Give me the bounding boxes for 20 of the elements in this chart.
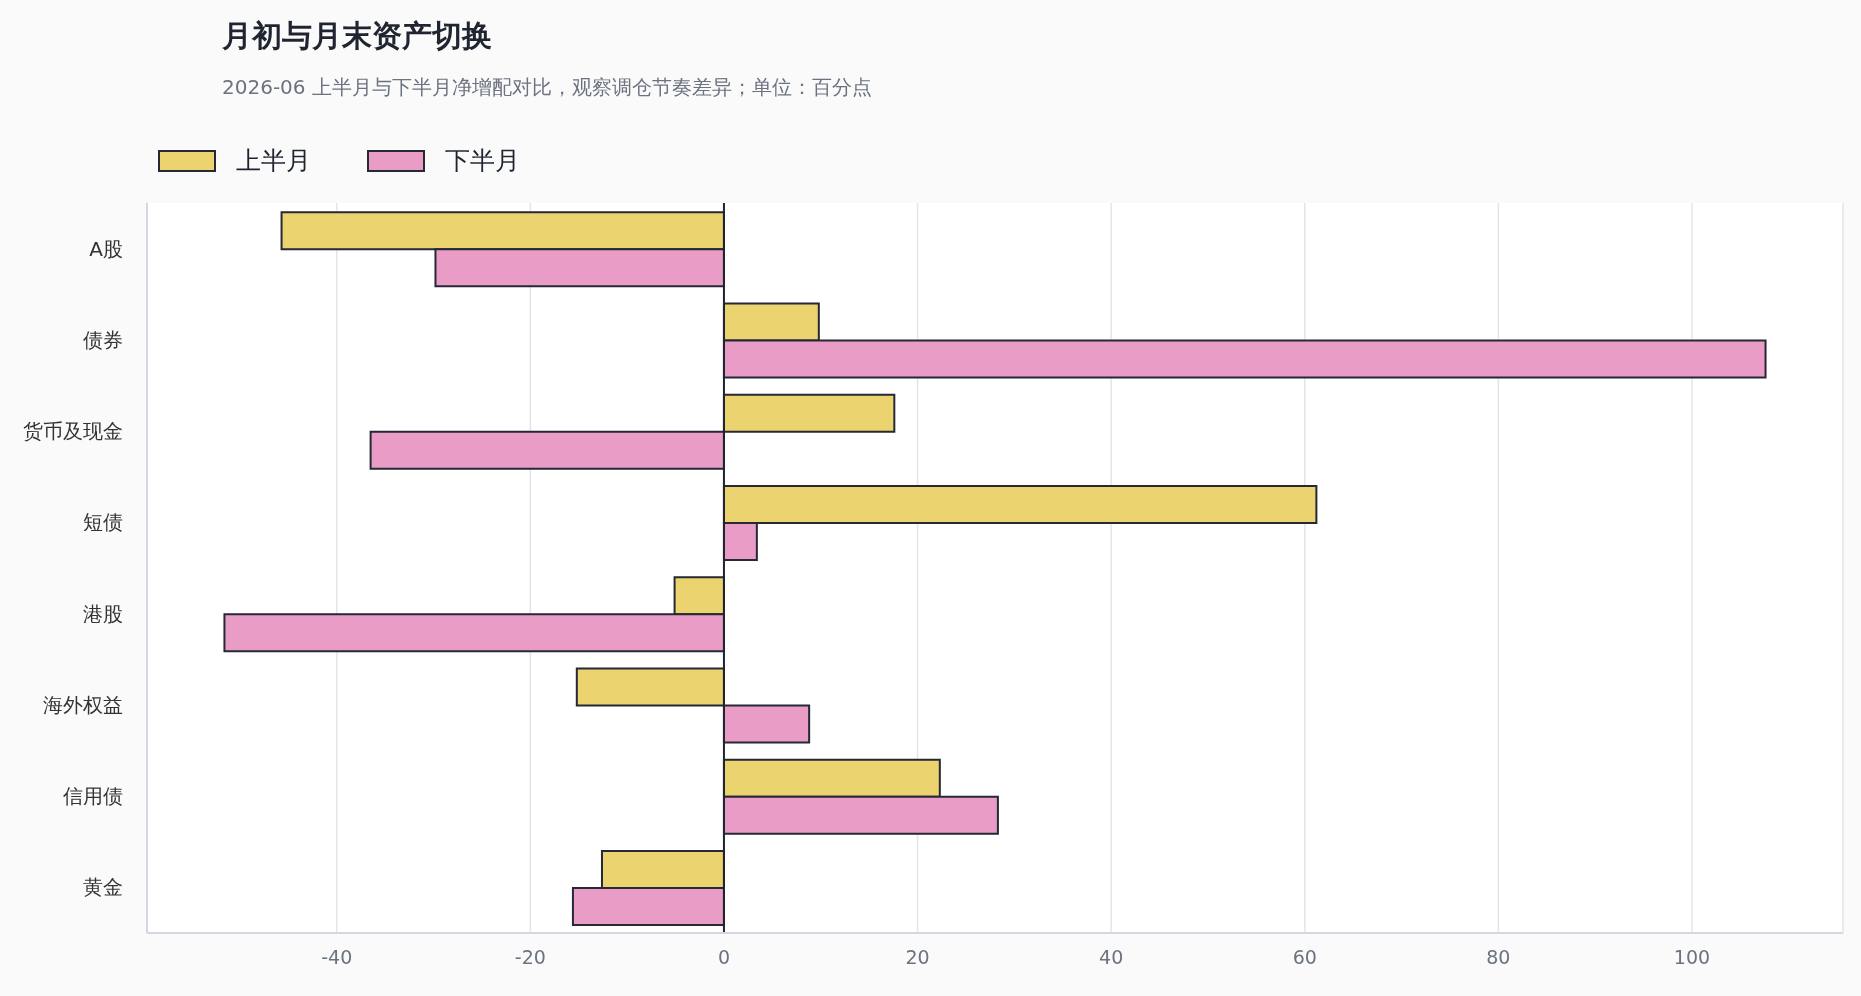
chart-subtitle: 2026-06 上半月与下半月净增配对比，观察调仓节奏差异；单位：百分点: [222, 74, 872, 101]
chart-title: 月初与月末资产切换: [222, 17, 492, 55]
y-tick-label: 债券: [83, 327, 123, 352]
x-tick-label: 40: [1099, 946, 1124, 969]
legend-label: 上半月: [236, 145, 311, 177]
y-tick-label: 短债: [83, 510, 123, 535]
y-tick-label: 港股: [83, 601, 123, 626]
y-tick-label: 信用债: [63, 784, 123, 809]
y-tick-label: 货币及现金: [23, 419, 123, 444]
x-tick-label: -20: [514, 946, 546, 969]
x-tick-label: 20: [905, 946, 930, 969]
y-tick-label: 黄金: [83, 875, 123, 900]
x-tick-label: -40: [321, 946, 353, 969]
y-tick-label: A股: [89, 236, 123, 261]
legend-label: 下半月: [445, 145, 520, 177]
x-tick-label: 80: [1486, 946, 1511, 969]
x-tick-label: 0: [717, 946, 730, 969]
y-tick-label: 海外权益: [43, 692, 123, 717]
x-tick-label: 100: [1673, 946, 1711, 969]
x-tick-label: 60: [1292, 946, 1317, 969]
